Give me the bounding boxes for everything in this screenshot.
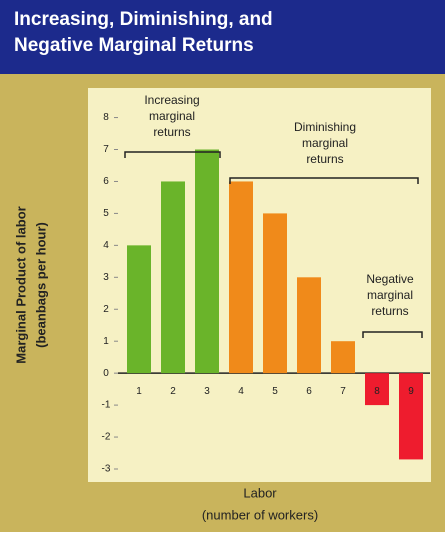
title-band [0, 0, 445, 74]
y-tick-label: 2 [103, 304, 109, 315]
chart-title: Negative Marginal Returns [14, 35, 254, 56]
x-tick-label: 2 [170, 386, 176, 397]
y-axis-label: Marginal Product of labor [13, 206, 28, 363]
bar [331, 341, 355, 374]
annotation: marginal [302, 136, 348, 150]
y-tick-label: 4 [103, 240, 109, 251]
x-tick-label: 8 [374, 386, 380, 397]
x-tick-label: 4 [238, 386, 244, 397]
bracket [124, 151, 221, 158]
bar [263, 213, 287, 374]
y-tick-label: -2 [102, 432, 111, 443]
bar [161, 181, 185, 374]
bar [127, 245, 151, 374]
x-axis-label: Labor [243, 485, 277, 500]
y-tick-label: 1 [103, 336, 109, 347]
y-tick-label: -3 [102, 464, 111, 475]
y-tick-label: 5 [103, 208, 109, 219]
annotation: Increasing [144, 93, 199, 107]
y-tick-label: 8 [103, 112, 109, 123]
bar [195, 149, 219, 374]
annotation: returns [306, 152, 343, 166]
bar [297, 277, 321, 374]
x-axis-label: (number of workers) [202, 507, 318, 522]
bar [399, 373, 423, 460]
x-tick-label: 5 [272, 386, 278, 397]
x-tick-label: 3 [204, 386, 210, 397]
y-axis-label: (beanbags per hour) [33, 222, 48, 348]
annotation: Negative [366, 272, 414, 286]
annotation: marginal [367, 288, 413, 302]
x-tick-label: 7 [340, 386, 346, 397]
bar [365, 373, 389, 406]
x-tick-label: 9 [408, 386, 414, 397]
annotation: Diminishing [294, 120, 356, 134]
annotation: marginal [149, 109, 195, 123]
y-tick-label: 0 [103, 368, 109, 379]
y-tick-label: 3 [103, 272, 109, 283]
y-tick-label: 6 [103, 176, 109, 187]
y-tick-label: 7 [103, 144, 109, 155]
bar [229, 181, 253, 374]
bracket [362, 331, 423, 338]
y-tick-label: -1 [102, 400, 111, 411]
x-tick-label: 1 [136, 386, 142, 397]
annotation: returns [153, 125, 190, 139]
x-tick-label: 6 [306, 386, 312, 397]
bracket [229, 177, 419, 184]
annotation: returns [371, 304, 408, 318]
chart-title: Increasing, Diminishing, and [14, 9, 273, 30]
